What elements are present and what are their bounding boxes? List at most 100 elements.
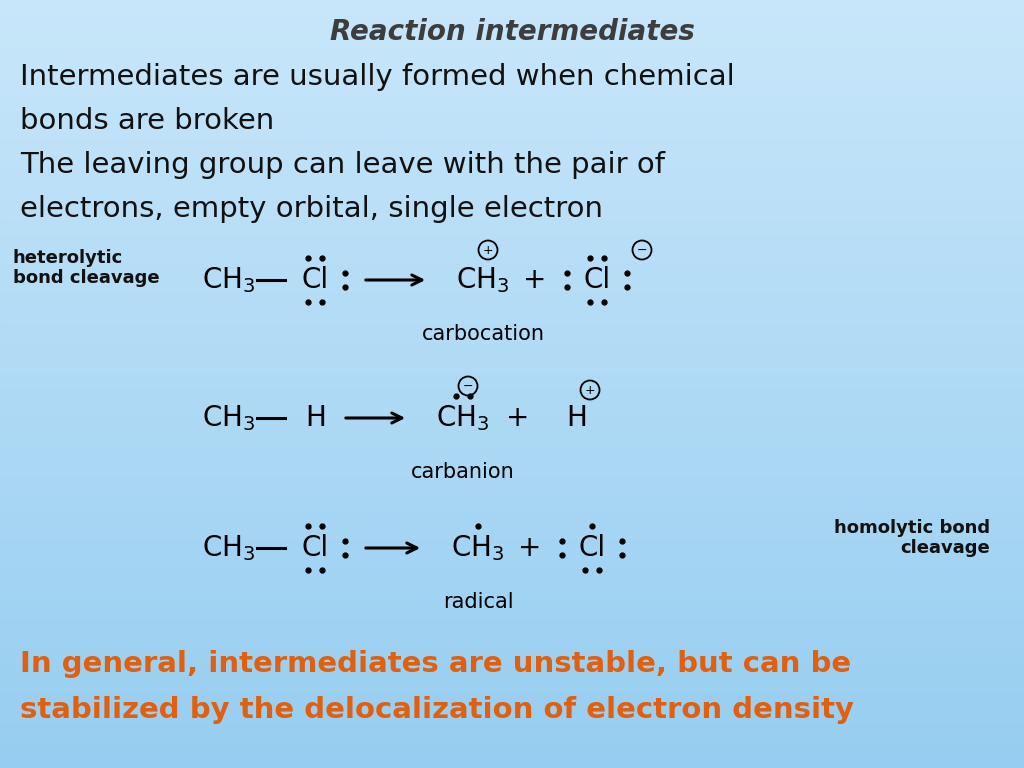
Polygon shape [0,645,1024,649]
Polygon shape [0,680,1024,684]
Polygon shape [0,764,1024,768]
Polygon shape [0,476,1024,480]
Polygon shape [0,392,1024,396]
Polygon shape [0,614,1024,618]
Text: The leaving group can leave with the pair of: The leaving group can leave with the pai… [20,151,665,179]
Text: bonds are broken: bonds are broken [20,107,274,135]
Polygon shape [0,19,1024,23]
Polygon shape [0,737,1024,741]
Text: stabilized by the delocalization of electron density: stabilized by the delocalization of elec… [20,696,854,724]
Polygon shape [0,353,1024,357]
Polygon shape [0,626,1024,630]
Polygon shape [0,223,1024,227]
Polygon shape [0,568,1024,572]
Polygon shape [0,430,1024,434]
Polygon shape [0,250,1024,253]
Polygon shape [0,603,1024,607]
Text: Cl: Cl [579,534,605,562]
Polygon shape [0,541,1024,545]
Polygon shape [0,115,1024,119]
Polygon shape [0,472,1024,476]
Polygon shape [0,741,1024,745]
Polygon shape [0,534,1024,538]
Text: radical: radical [442,592,513,612]
Polygon shape [0,119,1024,123]
Polygon shape [0,707,1024,710]
Text: homolytic bond
cleavage: homolytic bond cleavage [834,518,990,558]
Polygon shape [0,276,1024,280]
Polygon shape [0,599,1024,603]
Polygon shape [0,549,1024,553]
Text: +: + [585,383,595,396]
Polygon shape [0,699,1024,703]
Polygon shape [0,204,1024,207]
Polygon shape [0,588,1024,591]
Polygon shape [0,230,1024,234]
Polygon shape [0,261,1024,265]
Polygon shape [0,323,1024,326]
Polygon shape [0,84,1024,88]
Polygon shape [0,35,1024,38]
Text: −: − [463,379,473,392]
Polygon shape [0,384,1024,388]
Polygon shape [0,411,1024,415]
Text: Intermediates are usually formed when chemical: Intermediates are usually formed when ch… [20,63,735,91]
Polygon shape [0,349,1024,353]
Polygon shape [0,96,1024,100]
Text: Cl: Cl [301,266,329,294]
Polygon shape [0,564,1024,568]
Polygon shape [0,653,1024,657]
Polygon shape [0,211,1024,215]
Polygon shape [0,584,1024,588]
Text: CH$_3$: CH$_3$ [452,533,505,563]
Polygon shape [0,50,1024,54]
Text: In general, intermediates are unstable, but can be: In general, intermediates are unstable, … [20,650,851,678]
Polygon shape [0,292,1024,296]
Polygon shape [0,131,1024,134]
Polygon shape [0,326,1024,330]
Polygon shape [0,342,1024,346]
Text: H: H [305,404,326,432]
Polygon shape [0,684,1024,687]
Polygon shape [0,180,1024,184]
Polygon shape [0,722,1024,726]
Text: +: + [523,266,547,294]
Polygon shape [0,300,1024,303]
Polygon shape [0,580,1024,584]
Polygon shape [0,361,1024,365]
Text: +: + [506,404,529,432]
Polygon shape [0,311,1024,315]
Polygon shape [0,12,1024,15]
Text: −: − [637,243,647,257]
Polygon shape [0,557,1024,561]
Polygon shape [0,100,1024,104]
Polygon shape [0,380,1024,384]
Polygon shape [0,142,1024,146]
Polygon shape [0,641,1024,645]
Polygon shape [0,461,1024,465]
Polygon shape [0,280,1024,284]
Polygon shape [0,376,1024,380]
Polygon shape [0,303,1024,307]
Polygon shape [0,668,1024,672]
Polygon shape [0,54,1024,58]
Polygon shape [0,399,1024,403]
Polygon shape [0,65,1024,69]
Polygon shape [0,530,1024,534]
Polygon shape [0,61,1024,65]
Text: electrons, empty orbital, single electron: electrons, empty orbital, single electro… [20,195,603,223]
Polygon shape [0,157,1024,161]
Polygon shape [0,438,1024,442]
Text: CH$_3$: CH$_3$ [202,533,255,563]
Polygon shape [0,703,1024,707]
Text: +: + [482,243,494,257]
Polygon shape [0,238,1024,242]
Polygon shape [0,307,1024,311]
Polygon shape [0,618,1024,622]
Polygon shape [0,756,1024,760]
Polygon shape [0,127,1024,131]
Polygon shape [0,572,1024,576]
Text: carbanion: carbanion [411,462,515,482]
Polygon shape [0,515,1024,518]
Polygon shape [0,27,1024,31]
